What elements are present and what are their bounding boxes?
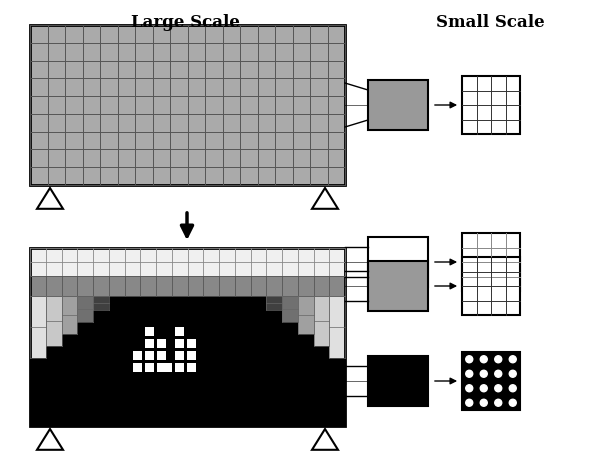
Bar — [30, 248, 345, 426]
Circle shape — [466, 385, 473, 392]
Bar — [145, 339, 154, 348]
Text: Small Scale: Small Scale — [436, 14, 544, 31]
Bar — [175, 327, 184, 336]
Bar — [187, 363, 196, 372]
Circle shape — [480, 370, 487, 377]
Polygon shape — [37, 429, 63, 450]
Bar — [368, 261, 428, 311]
Circle shape — [480, 399, 487, 406]
Circle shape — [466, 356, 473, 363]
Circle shape — [480, 356, 487, 363]
Bar — [133, 363, 142, 372]
Circle shape — [495, 399, 502, 406]
Bar — [175, 351, 184, 360]
Bar — [145, 327, 154, 336]
Bar — [145, 363, 154, 372]
Bar — [30, 25, 345, 185]
Bar — [145, 351, 154, 360]
Bar — [187, 351, 196, 360]
Circle shape — [509, 356, 517, 363]
Bar — [175, 339, 184, 348]
Circle shape — [495, 356, 502, 363]
Bar — [368, 237, 428, 287]
Bar — [133, 351, 142, 360]
Bar — [62, 296, 77, 334]
Bar — [157, 351, 166, 360]
Circle shape — [495, 385, 502, 392]
Polygon shape — [312, 188, 338, 209]
Polygon shape — [312, 429, 338, 450]
Bar — [462, 233, 520, 291]
Bar — [462, 76, 520, 134]
Circle shape — [480, 385, 487, 392]
Bar — [30, 248, 345, 426]
Bar — [157, 363, 166, 372]
Circle shape — [466, 399, 473, 406]
Bar — [314, 296, 329, 346]
Bar — [298, 296, 314, 334]
Bar — [30, 248, 345, 276]
Bar — [462, 257, 520, 315]
Bar — [77, 296, 93, 322]
Bar — [30, 296, 46, 358]
Circle shape — [509, 385, 517, 392]
Bar — [30, 25, 345, 185]
Circle shape — [466, 370, 473, 377]
Bar — [46, 296, 62, 346]
Bar — [266, 296, 282, 310]
Bar — [163, 363, 172, 372]
Bar — [30, 276, 345, 296]
Text: Large Scale: Large Scale — [130, 14, 240, 31]
Bar — [368, 356, 428, 406]
Bar — [462, 352, 520, 410]
Bar — [282, 296, 298, 322]
Circle shape — [509, 399, 517, 406]
Bar — [175, 363, 184, 372]
Bar — [368, 80, 428, 130]
Bar — [187, 339, 196, 348]
Circle shape — [509, 370, 517, 377]
Bar — [157, 339, 166, 348]
Bar — [93, 296, 109, 310]
Circle shape — [495, 370, 502, 377]
Polygon shape — [37, 188, 63, 209]
Bar — [329, 296, 345, 358]
